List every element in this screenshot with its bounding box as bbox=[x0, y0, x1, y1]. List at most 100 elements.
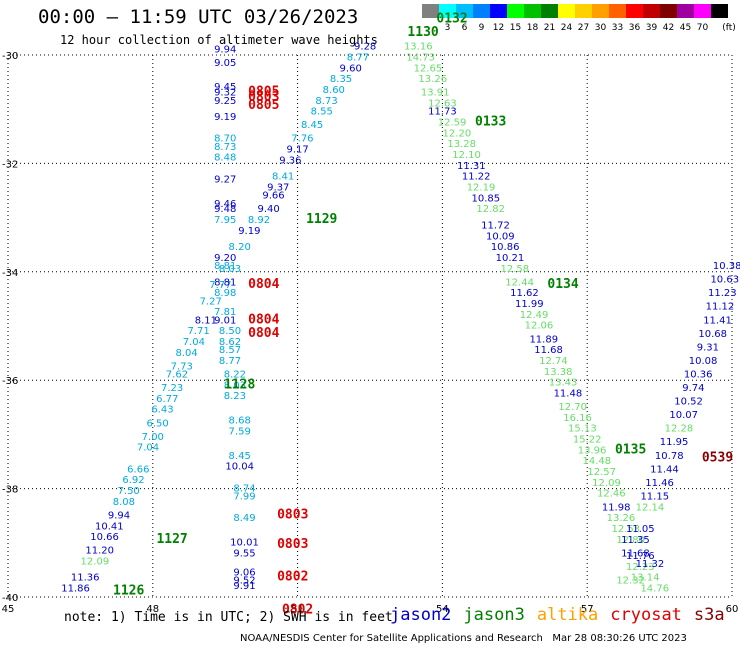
swh-value: 7.99 bbox=[233, 491, 255, 502]
swh-value: 10.01 bbox=[230, 538, 259, 549]
scale-swatch bbox=[592, 4, 609, 18]
swh-value: 9.20 bbox=[214, 253, 236, 264]
swh-value: 11.48 bbox=[554, 388, 583, 399]
swh-value: 13.26 bbox=[607, 513, 636, 524]
swh-value: 7.27 bbox=[200, 296, 222, 307]
swh-value: 12.14 bbox=[636, 502, 665, 513]
swh-value: 11.22 bbox=[462, 172, 491, 183]
swh-value: 10.38 bbox=[713, 261, 740, 272]
scale-label: 45 bbox=[679, 23, 692, 33]
scale-swatch bbox=[439, 4, 456, 18]
swh-value: 11.86 bbox=[61, 584, 90, 595]
lon-tick-label: 54 bbox=[436, 604, 449, 615]
swh-value: 9.27 bbox=[214, 174, 236, 185]
swh-value: 9.74 bbox=[682, 383, 704, 394]
swh-value: 10.04 bbox=[225, 462, 254, 473]
swh-value: 8.73 bbox=[315, 96, 337, 107]
swh-value: 9.32 bbox=[214, 88, 236, 99]
scale-swatch bbox=[694, 4, 711, 18]
scale-swatch bbox=[711, 4, 728, 18]
swh-value: 9.06 bbox=[233, 567, 255, 578]
swh-value: 11.68 bbox=[534, 345, 563, 356]
swh-value: 8.35 bbox=[330, 74, 352, 85]
scale-label: 36 bbox=[628, 23, 641, 33]
scale-label: 3 bbox=[444, 23, 451, 33]
swh-value: 9.91 bbox=[233, 581, 255, 592]
swh-value: 8.68 bbox=[229, 416, 251, 427]
swh-value: 10.41 bbox=[95, 521, 124, 532]
swh-value: 9.52 bbox=[233, 575, 255, 586]
lat-tick-label: -34 bbox=[2, 268, 18, 279]
swh-value: 8.70 bbox=[214, 134, 236, 145]
swh-value: 10.78 bbox=[655, 451, 684, 462]
swh-value: 9.19 bbox=[238, 226, 260, 237]
swh-value: 8.81 bbox=[214, 261, 236, 272]
legend-item-altika: altika bbox=[536, 605, 599, 625]
swh-value: 11.95 bbox=[660, 437, 689, 448]
scale-swatch bbox=[575, 4, 592, 18]
swh-value: 11.23 bbox=[708, 288, 737, 299]
pass-time-label: 0134 bbox=[547, 277, 578, 292]
lat-tick-label: -38 bbox=[2, 485, 18, 496]
swh-value: 15.13 bbox=[568, 424, 597, 435]
note-text: note: 1) Time is in UTC; 2) SWH is in fe… bbox=[64, 610, 393, 625]
pass-time-label: 0133 bbox=[475, 114, 506, 129]
swh-value: 8.23 bbox=[224, 391, 246, 402]
swh-value: 12.09 bbox=[81, 556, 110, 567]
pass-time-label: 0804 bbox=[248, 277, 279, 292]
pass-time-label: 0803 bbox=[248, 90, 279, 105]
swh-value: 12.49 bbox=[520, 310, 549, 321]
pass-time-label: 1129 bbox=[306, 212, 337, 227]
swh-value: 8.74 bbox=[233, 483, 255, 494]
swh-value: 11.73 bbox=[428, 107, 457, 118]
swh-value: 8.73 bbox=[214, 142, 236, 153]
swh-value: 12.23 bbox=[626, 562, 655, 573]
pass-time-label: 0803 bbox=[277, 537, 308, 552]
swh-value: 8.04 bbox=[175, 348, 197, 359]
swh-value: 13.43 bbox=[549, 378, 578, 389]
swh-value: 11.99 bbox=[515, 299, 544, 310]
swh-value: 6.43 bbox=[151, 405, 173, 416]
swh-value: 12.09 bbox=[592, 478, 621, 489]
swh-value: 11.89 bbox=[529, 334, 558, 345]
swh-value: 11.72 bbox=[481, 220, 510, 231]
scale-swatch bbox=[473, 4, 490, 18]
swh-value: 12.82 bbox=[476, 204, 505, 215]
swh-value: 9.94 bbox=[108, 510, 130, 521]
swh-value: 8.55 bbox=[311, 107, 333, 118]
scale-unit: (ft) bbox=[722, 23, 736, 33]
pass-time-label: 0803 bbox=[277, 507, 308, 522]
pass-time-label: 0539 bbox=[702, 451, 733, 466]
scale-swatch bbox=[626, 4, 643, 18]
swh-value: 7.62 bbox=[166, 369, 188, 380]
swh-value: 13.28 bbox=[447, 139, 476, 150]
swh-value: 8.45 bbox=[229, 451, 251, 462]
swh-value: 12.32 bbox=[616, 575, 645, 586]
scale-swatch bbox=[507, 4, 524, 18]
swh-value: 7.04 bbox=[183, 337, 205, 348]
swh-value: 10.52 bbox=[674, 397, 703, 408]
swh-value: 9.05 bbox=[214, 58, 236, 69]
pass-time-label: 0804 bbox=[248, 312, 279, 327]
swh-value: 11.68 bbox=[621, 548, 650, 559]
scale-label: 27 bbox=[577, 23, 590, 33]
swh-value: 12.53 bbox=[611, 524, 640, 535]
swh-value: 13.91 bbox=[421, 88, 450, 99]
page-subtitle: 12 hour collection of altimeter wave hei… bbox=[60, 33, 378, 47]
swh-value: 8.08 bbox=[113, 497, 135, 508]
swh-value: 11.12 bbox=[706, 302, 735, 313]
swh-value: 11.35 bbox=[621, 535, 650, 546]
swh-value: 7.95 bbox=[214, 215, 236, 226]
swh-value: 9.37 bbox=[267, 183, 289, 194]
swh-value: 14.48 bbox=[583, 456, 612, 467]
swh-value: 10.86 bbox=[491, 242, 520, 253]
swh-value: 8.62 bbox=[219, 337, 241, 348]
swh-value: 9.01 bbox=[214, 315, 236, 326]
swh-value: 9.45 bbox=[214, 82, 236, 93]
swh-value: 9.94 bbox=[214, 44, 236, 55]
pass-time-label: 0802 bbox=[282, 602, 313, 617]
pass-time-label: 1130 bbox=[407, 25, 438, 40]
lon-tick-label: 57 bbox=[581, 604, 594, 615]
lat-tick-label: -40 bbox=[2, 593, 18, 604]
pass-time-label: 0135 bbox=[615, 442, 646, 457]
